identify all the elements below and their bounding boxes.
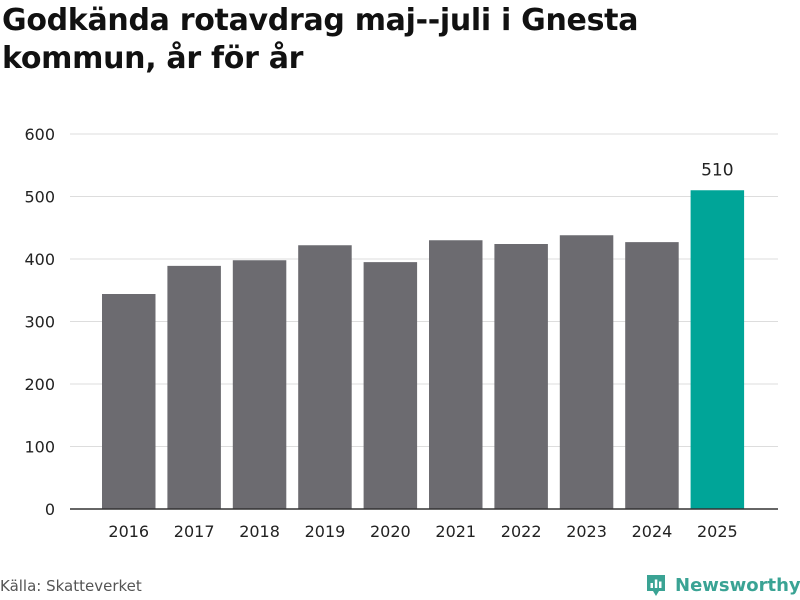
y-tick-label: 0 [45, 500, 55, 519]
bar-2025 [690, 190, 745, 509]
y-tick-label: 300 [24, 313, 55, 332]
bars [102, 190, 745, 509]
bar-2024 [625, 242, 679, 509]
x-tick-label: 2025 [697, 522, 738, 541]
y-tick-label: 500 [24, 188, 55, 207]
brand-logo: Newsworthy [645, 570, 800, 600]
data-labels: 510 [701, 160, 733, 180]
data-label: 510 [701, 160, 733, 180]
bar-2018 [232, 260, 287, 509]
y-axis-tick-labels: 0 100 200 300 400 500 600 [24, 125, 55, 519]
x-tick-label: 2024 [632, 522, 673, 541]
x-tick-label: 2023 [566, 522, 607, 541]
x-tick-label: 2021 [435, 522, 476, 541]
bar-2020 [363, 262, 418, 509]
x-tick-label: 2018 [239, 522, 280, 541]
source-note: Källa: Skatteverket [0, 577, 142, 595]
bar-2019 [298, 245, 352, 509]
x-tick-label: 2020 [370, 522, 411, 541]
y-tick-label: 100 [24, 438, 55, 457]
chart-title: Godkända rotavdrag maj--juli i Gnesta ko… [2, 3, 639, 76]
x-axis-tick-labels: 2016 2017 2018 2019 2020 2021 2022 2023 2024 2025 [108, 522, 737, 541]
x-tick-label: 2016 [108, 522, 149, 541]
y-tick-label: 200 [24, 375, 55, 394]
bar-2021 [429, 240, 483, 509]
x-tick-label: 2017 [174, 522, 215, 541]
newsworthy-logo-icon [647, 575, 665, 596]
x-tick-label: 2022 [501, 522, 542, 541]
bar-2016 [102, 294, 156, 509]
bar-2023 [559, 235, 614, 509]
bar-2022 [494, 244, 548, 509]
x-tick-label: 2019 [305, 522, 346, 541]
y-tick-label: 400 [24, 250, 55, 269]
y-tick-label: 600 [24, 125, 55, 144]
bar-2017 [167, 265, 221, 509]
brand-name: Newsworthy [675, 574, 800, 596]
